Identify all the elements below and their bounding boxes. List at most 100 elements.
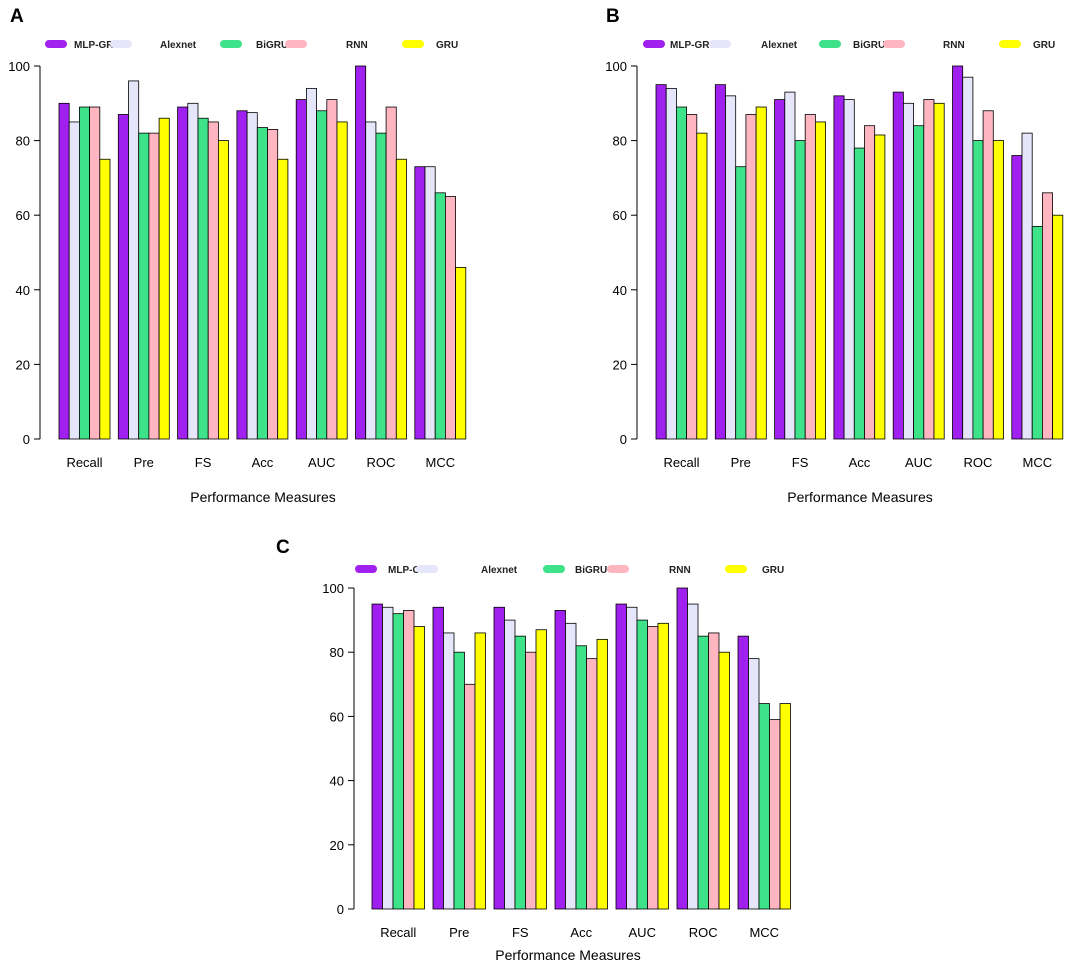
bar-alexnet-mcc [748, 658, 760, 910]
legend-label: BiGRU [575, 565, 607, 576]
legend-item-mlp-gru: MLP-GRU [45, 40, 121, 51]
legend-swatch [999, 40, 1021, 48]
y-tick-label: 20 [16, 357, 30, 372]
legend-swatch [883, 40, 905, 48]
bar-gru-fs [815, 121, 827, 440]
bar-mlp-gru-roc [952, 65, 964, 440]
bar-rnn-mcc [769, 719, 781, 910]
y-tick-label: 0 [620, 432, 627, 447]
bar-mlp-gru-roc [676, 587, 688, 910]
legend-label: MLP-GRU [388, 565, 435, 576]
chart-panel-b: B MLP-GRU Alexnet BiGRU RNN GRU 0 20 40 60 80 100 Re… [605, 6, 1064, 505]
legend-item-mlp-gru: MLP-GRU [643, 40, 717, 51]
legend: MLP-GRU Alexnet BiGRU RNN GRU [355, 565, 784, 576]
legend-label: BiGRU [853, 40, 885, 51]
bar-alexnet-roc [962, 76, 974, 440]
bar-gru-pre [158, 117, 170, 440]
legend-label: Alexnet [761, 40, 798, 51]
legend: MLP-GRU Alexnet BiGRU RNN GRU [45, 40, 458, 51]
y-tick-label: 60 [330, 709, 344, 724]
bar-gru-roc [395, 158, 407, 440]
bar-rnn-acc [586, 658, 598, 910]
x-tick-label: MCC [425, 455, 455, 470]
legend-label: RNN [943, 40, 965, 51]
legend-item-bigru: BiGRU [220, 40, 288, 51]
legend-label: MLP-GRU [670, 40, 717, 51]
bar-alexnet-recall [68, 121, 80, 440]
bar-mlp-gru-acc [554, 610, 566, 910]
bar-mlp-gru-mcc [737, 635, 749, 910]
bar-rnn-roc [708, 632, 720, 910]
legend-item-alexnet: Alexnet [416, 565, 518, 576]
y-tick-label: 80 [330, 645, 344, 660]
x-tick-label: AUC [308, 455, 335, 470]
x-tick-label: AUC [905, 455, 932, 470]
y-tick-label: 100 [8, 59, 30, 74]
y-axis: 0 20 40 60 80 100 [605, 59, 638, 447]
bar-bigru-mcc [434, 192, 446, 440]
bar-alexnet-mcc [424, 166, 436, 440]
legend-label: GRU [436, 40, 458, 51]
bar-alexnet-pre [128, 80, 140, 440]
legend-label: Alexnet [481, 565, 518, 576]
x-tick-label: Acc [252, 455, 274, 470]
bar-rnn-fs [525, 651, 537, 910]
bar-bigru-auc [913, 125, 925, 440]
bar-rnn-roc [385, 106, 397, 440]
bar-rnn-recall [686, 114, 698, 440]
bar-rnn-mcc [1042, 192, 1054, 440]
bar-gru-fs [535, 629, 547, 910]
legend-item-bigru: BiGRU [543, 565, 607, 576]
bar-alexnet-roc [687, 603, 699, 910]
bar-bigru-recall [79, 106, 91, 440]
legend-swatch [607, 565, 629, 573]
y-tick-label: 100 [322, 581, 344, 596]
bar-gru-acc [874, 134, 886, 440]
bars [58, 65, 467, 440]
bar-rnn-roc [982, 110, 994, 440]
y-axis: 0 20 40 60 80 100 [8, 59, 41, 447]
bar-alexnet-acc [565, 622, 577, 910]
bar-alexnet-recall [665, 87, 677, 440]
legend-swatch [725, 565, 747, 573]
x-tick-label: Pre [449, 925, 469, 940]
bar-bigru-acc [853, 147, 865, 440]
bar-alexnet-fs [504, 619, 516, 910]
bar-bigru-roc [972, 140, 984, 440]
bar-mlp-gru-pre [432, 606, 444, 910]
legend-swatch [355, 565, 377, 573]
legend-label: Alexnet [160, 40, 197, 51]
legend-swatch [819, 40, 841, 48]
bar-bigru-acc [575, 645, 587, 910]
chart-panel-c: C MLP-GRU Alexnet BiGRU RNN GRU 0 20 40 60 80 100 Re… [276, 537, 791, 963]
bar-mlp-gru-acc [236, 110, 248, 440]
bar-bigru-auc [636, 619, 648, 910]
bar-gru-pre [755, 106, 767, 440]
x-tick-label: MCC [1022, 455, 1052, 470]
y-tick-label: 40 [330, 774, 344, 789]
bar-mlp-gru-mcc [414, 166, 426, 440]
x-tick-label: Acc [849, 455, 871, 470]
bar-gru-pre [474, 632, 486, 910]
legend-item-alexnet: Alexnet [110, 40, 197, 51]
bar-alexnet-roc [365, 121, 377, 440]
y-tick-label: 40 [613, 283, 627, 298]
bar-bigru-recall [676, 106, 688, 440]
bar-rnn-fs [804, 114, 816, 440]
bar-mlp-gru-roc [355, 65, 367, 440]
x-axis-title: Performance Measures [495, 947, 641, 963]
bar-bigru-mcc [758, 703, 770, 910]
bar-gru-recall [413, 626, 425, 910]
y-tick-label: 20 [613, 357, 627, 372]
y-tick-label: 100 [605, 59, 627, 74]
legend-swatch [543, 565, 565, 573]
bar-gru-recall [99, 158, 111, 440]
legend-item-gru: GRU [999, 40, 1055, 51]
bar-mlp-gru-fs [493, 606, 505, 910]
bar-gru-acc [277, 158, 289, 440]
x-tick-label: FS [792, 455, 809, 470]
x-tick-label: AUC [629, 925, 656, 940]
legend-item-gru: GRU [402, 40, 458, 51]
bar-rnn-auc [647, 626, 659, 910]
x-tick-label: Recall [380, 925, 416, 940]
